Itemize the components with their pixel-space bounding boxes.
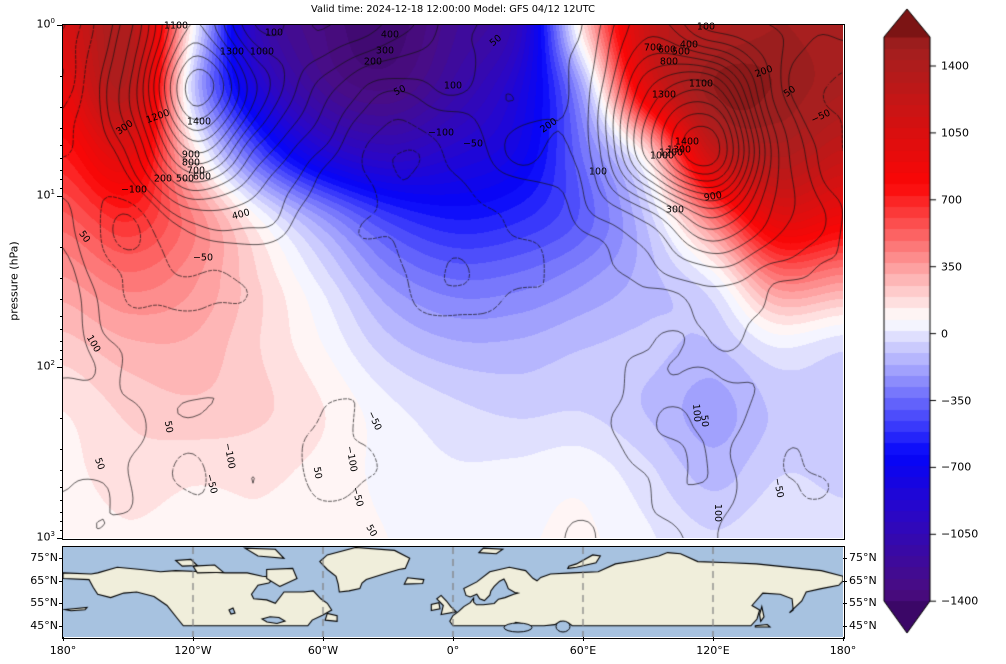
map-lon-label: 120°W bbox=[174, 644, 212, 657]
basemap-canvas bbox=[63, 547, 843, 637]
colorbar bbox=[878, 6, 942, 648]
map-lon-label: 0° bbox=[446, 644, 460, 657]
y-axis-tick bbox=[59, 277, 63, 279]
map-y-tick bbox=[59, 603, 63, 605]
y-axis-tick bbox=[59, 340, 63, 342]
map-lat-label-right: 75°N bbox=[849, 551, 877, 565]
map-lat-label-right: 65°N bbox=[849, 573, 877, 587]
colorbar-tick-label: −1400 bbox=[941, 594, 979, 608]
y-axis-tick bbox=[59, 127, 63, 129]
map-lat-label-left: 55°N bbox=[30, 596, 58, 610]
y-tick-label: 103 bbox=[36, 530, 55, 544]
y-axis-tick bbox=[59, 521, 63, 523]
y-axis-tick bbox=[59, 188, 63, 190]
map-frame bbox=[62, 546, 845, 639]
y-axis-tick bbox=[59, 359, 63, 361]
map-lon-label: 60°E bbox=[569, 644, 597, 657]
map-y-tick bbox=[843, 625, 847, 627]
map-y-tick bbox=[59, 580, 63, 582]
y-axis-tick bbox=[59, 448, 63, 450]
y-axis-tick bbox=[57, 25, 63, 26]
y-axis-tick bbox=[57, 367, 63, 368]
y-tick-label: 102 bbox=[36, 359, 55, 373]
map-lat-label-right: 45°N bbox=[849, 618, 877, 632]
y-axis-tick bbox=[59, 247, 63, 249]
map-lon-label: 60°W bbox=[307, 644, 339, 657]
map-lat-label-right: 55°N bbox=[849, 596, 877, 610]
map-lon-label: 180° bbox=[829, 644, 857, 657]
y-axis-tick bbox=[59, 500, 63, 502]
y-axis-tick bbox=[59, 486, 63, 488]
contour-line-canvas bbox=[63, 25, 843, 538]
map-lon-label: 180° bbox=[49, 644, 77, 657]
y-axis-tick bbox=[59, 169, 63, 171]
y-axis-tick bbox=[59, 511, 63, 513]
map-lon-label: 120°E bbox=[696, 644, 730, 657]
map-x-tick bbox=[843, 637, 844, 641]
map-y-tick bbox=[843, 558, 847, 560]
plot-frame bbox=[62, 24, 845, 540]
y-tick-label: 101 bbox=[36, 188, 55, 202]
colorbar-tick-label: −1050 bbox=[941, 527, 979, 541]
y-axis-tick bbox=[59, 418, 63, 420]
y-axis-tick bbox=[59, 158, 63, 160]
colorbar-tick-label: −350 bbox=[941, 394, 972, 407]
colorbar-tick-label: 350 bbox=[941, 260, 962, 274]
y-axis-tick bbox=[59, 144, 63, 146]
map-y-tick bbox=[843, 603, 847, 605]
y-axis-tick bbox=[57, 196, 63, 197]
map-x-tick bbox=[583, 637, 584, 641]
y-axis-tick bbox=[59, 76, 63, 78]
y-axis-tick bbox=[59, 315, 63, 317]
map-x-tick bbox=[713, 637, 714, 641]
map-x-tick bbox=[453, 637, 454, 641]
y-tick-label: 100 bbox=[36, 17, 55, 31]
colorbar-tick-label: 1400 bbox=[941, 59, 969, 73]
y-axis-tick bbox=[57, 538, 63, 539]
y-axis-tick bbox=[59, 350, 63, 352]
map-lat-label-left: 65°N bbox=[30, 573, 58, 587]
map-y-tick bbox=[843, 580, 847, 582]
map-lat-label-left: 45°N bbox=[30, 618, 58, 632]
map-y-tick bbox=[59, 625, 63, 627]
y-axis-tick bbox=[59, 329, 63, 331]
map-x-tick bbox=[193, 637, 194, 641]
y-axis-tick bbox=[59, 106, 63, 108]
map-y-tick bbox=[59, 558, 63, 560]
y-axis-title: pressure (hPa) bbox=[7, 241, 21, 321]
y-axis-tick bbox=[59, 179, 63, 181]
y-axis-tick bbox=[59, 469, 63, 471]
map-x-tick bbox=[323, 637, 324, 641]
colorbar-tick-label: 1050 bbox=[941, 126, 969, 140]
y-axis-tick bbox=[59, 298, 63, 300]
colorbar-tick-label: −700 bbox=[941, 460, 972, 474]
map-lat-label-left: 75°N bbox=[30, 551, 58, 565]
y-axis-tick bbox=[59, 530, 63, 532]
colorbar-tick-label: 700 bbox=[941, 193, 962, 207]
map-x-tick bbox=[63, 637, 64, 641]
colorbar-tick-label: 0 bbox=[941, 327, 948, 341]
figure-title: Valid time: 2024-12-18 12:00:00 Model: G… bbox=[311, 4, 595, 15]
